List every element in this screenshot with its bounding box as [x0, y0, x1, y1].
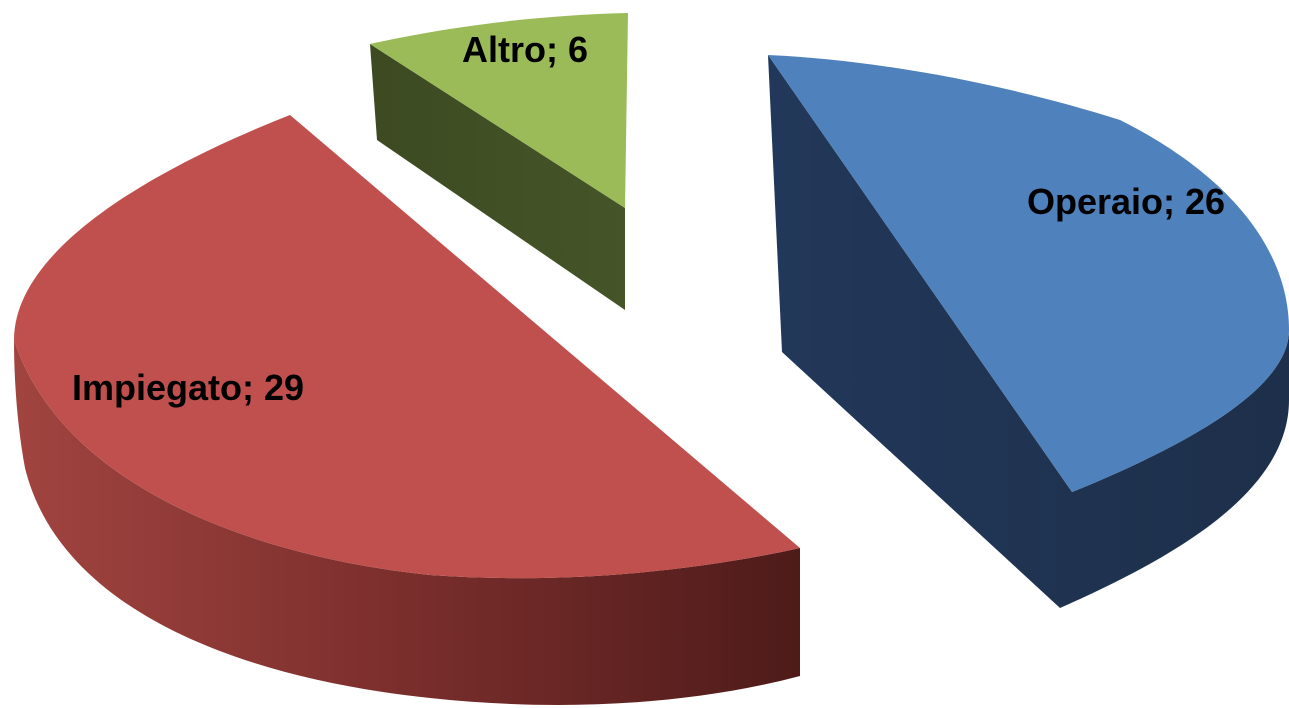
pie-slice-altro-top — [370, 13, 628, 208]
slice-label-altro: Altro; 6 — [462, 29, 588, 70]
pie-slice-impiegato-side — [14, 340, 800, 705]
pie-slice-operaio-top — [768, 55, 1289, 492]
slice-label-impiegato: Impiegato; 29 — [72, 367, 304, 408]
slice-label-operaio: Operaio; 26 — [1027, 181, 1225, 222]
pie-slice-impiegato-top — [14, 115, 800, 579]
pie-slice-altro-side — [370, 44, 625, 310]
pie-slice-operaio — [768, 55, 1289, 608]
pie-slice-operaio-side — [768, 55, 1289, 608]
pie-slice-altro — [370, 13, 628, 310]
pie-slice-impiegato — [14, 115, 800, 705]
